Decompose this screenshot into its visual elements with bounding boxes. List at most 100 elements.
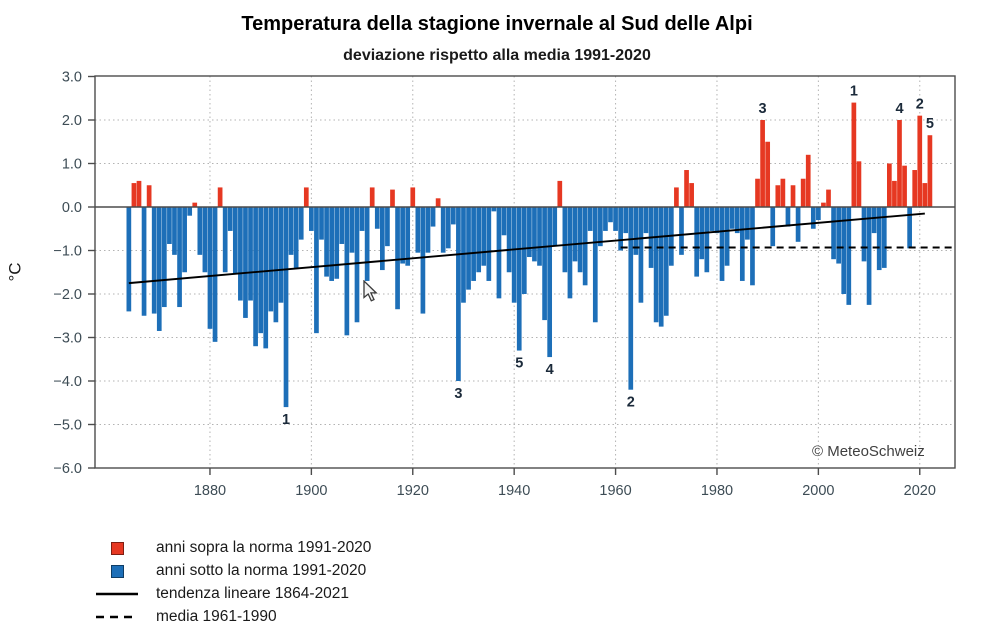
y-tick-label--1: −1.0	[53, 244, 82, 260]
bar-1871	[161, 207, 167, 308]
y-tick-label-2: 2.0	[62, 113, 82, 129]
bar-1982	[724, 207, 730, 266]
bar-2000	[816, 207, 821, 221]
legend-label-trend: tendenza lineare 1864-2021	[156, 585, 350, 602]
bar-1865	[131, 183, 137, 207]
bar-1928	[450, 207, 456, 225]
bar-1885	[232, 207, 238, 275]
bar-1910	[359, 207, 365, 231]
bar-1968	[653, 207, 659, 323]
y-tick-label--5: −5.0	[53, 418, 82, 434]
x-tick-label-2000: 2000	[802, 483, 834, 499]
bar-1989	[760, 120, 765, 207]
warm-rank-label-1: 1	[850, 84, 858, 100]
bar-2004	[836, 207, 841, 264]
legend-item-mean: media 1961-1990	[94, 606, 371, 628]
bar-1867	[141, 207, 147, 316]
bar-1907	[344, 207, 350, 336]
bar-1933	[476, 207, 482, 273]
bar-2002	[826, 189, 831, 207]
bar-2016	[897, 120, 902, 207]
bar-1872	[167, 207, 172, 244]
bar-2008	[856, 161, 862, 207]
bar-1936	[491, 207, 497, 212]
below-norm-swatch	[110, 564, 124, 578]
x-tick-label-1940: 1940	[498, 483, 530, 499]
bar-1948	[552, 207, 558, 247]
bar-1952	[572, 207, 578, 262]
bar-2019	[912, 170, 918, 207]
legend: anni sopra la norma 1991-2020 anni sotto…	[94, 537, 371, 629]
bar-1923	[425, 207, 431, 253]
bar-1897	[293, 207, 299, 268]
bar-1918	[400, 207, 405, 264]
x-tick-label-1920: 1920	[397, 483, 429, 499]
y-tick-label-3: 3.0	[62, 70, 82, 86]
bar-1920	[410, 187, 416, 207]
bar-1941	[516, 207, 522, 351]
y-tick-label--3: −3.0	[53, 331, 82, 347]
bar-1887	[243, 207, 248, 318]
bar-1963	[628, 207, 634, 390]
bar-1931	[466, 207, 471, 290]
bar-1886	[238, 207, 243, 301]
x-tick-label-2020: 2020	[904, 483, 936, 499]
bar-1873	[172, 207, 177, 255]
bar-1917	[395, 207, 400, 310]
bar-1958	[603, 207, 608, 231]
bar-2006	[846, 207, 852, 305]
bar-1888	[248, 207, 253, 301]
bar-1900	[309, 207, 314, 231]
bar-1950	[562, 207, 568, 273]
bar-1908	[349, 207, 355, 253]
x-tick-label-1980: 1980	[701, 483, 733, 499]
bar-1934	[481, 207, 487, 266]
bar-1955	[587, 207, 593, 231]
bar-1882	[217, 187, 223, 207]
bar-1916	[390, 189, 395, 207]
bar-1881	[212, 207, 218, 342]
bar-1868	[146, 185, 152, 207]
bar-1911	[364, 207, 370, 281]
cold-rank-label-5: 5	[515, 356, 523, 372]
bar-1940	[511, 207, 517, 303]
bar-1902	[319, 207, 324, 240]
bar-1935	[486, 207, 492, 281]
bar-2018	[907, 207, 912, 249]
bar-1993	[780, 178, 786, 207]
bar-1966	[643, 207, 649, 234]
bar-1961	[618, 207, 623, 251]
bar-1998	[805, 154, 811, 207]
copyright-label: © MeteoSchweiz	[812, 443, 925, 460]
bar-1953	[577, 207, 583, 273]
bar-1915	[385, 207, 390, 247]
bar-1942	[521, 207, 527, 294]
warm-rank-label-3: 3	[759, 101, 767, 117]
bar-1896	[288, 207, 294, 255]
bar-1957	[598, 207, 603, 247]
solid-line-icon	[96, 592, 138, 596]
legend-item-trend: tendenza lineare 1864-2021	[94, 583, 371, 605]
bar-1930	[461, 207, 466, 303]
bar-1959	[608, 207, 613, 223]
warm-rank-label-5: 5	[926, 116, 934, 132]
bar-1984	[734, 207, 740, 234]
legend-label-below: anni sotto la norma 1991-2020	[156, 562, 367, 579]
bar-1960	[613, 207, 618, 231]
bar-1949	[557, 180, 563, 207]
bar-2012	[876, 207, 882, 271]
bar-1892	[268, 207, 274, 312]
bar-1990	[765, 141, 771, 207]
legend-item-above: anni sopra la norma 1991-2020	[94, 537, 371, 559]
bar-1895	[283, 207, 289, 408]
y-tick-label-0: 0.0	[62, 200, 82, 216]
y-tick-label--6: −6.0	[53, 461, 82, 477]
bar-1964	[633, 207, 639, 255]
bar-2005	[841, 207, 847, 294]
bar-1986	[745, 207, 750, 240]
bar-2001	[821, 202, 826, 207]
x-tick-label-1880: 1880	[194, 483, 226, 499]
bar-1943	[527, 207, 532, 258]
chart-title: Temperatura della stagione invernale al …	[241, 13, 753, 35]
